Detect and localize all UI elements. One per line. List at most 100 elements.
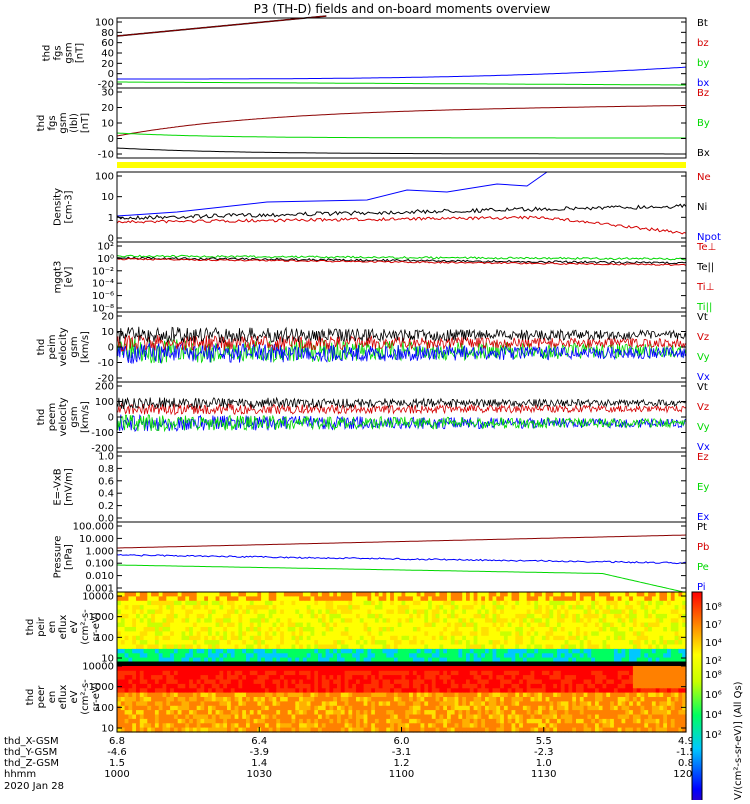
ytick-label: 0 bbox=[108, 413, 114, 424]
ylabel-line: eflux bbox=[58, 685, 69, 710]
colorbar-tick: 10⁴ bbox=[705, 638, 722, 649]
legend-Vy: Vy bbox=[697, 422, 710, 433]
ytick-label: 20 bbox=[101, 103, 114, 114]
panel-5-series bbox=[117, 327, 686, 364]
series-Pi bbox=[117, 555, 686, 564]
colorbar-tick: 10² bbox=[705, 730, 722, 741]
legend-Ni: Ni bbox=[697, 202, 707, 213]
footer-value: 6.0 bbox=[394, 736, 410, 747]
legend-Ey: Ey bbox=[697, 482, 709, 493]
ylabel-line: [nPa] bbox=[64, 544, 75, 570]
legend-by: by bbox=[697, 58, 709, 69]
panel-6-frame bbox=[117, 382, 686, 452]
colorbar bbox=[692, 592, 702, 800]
legend-Vt: Vt bbox=[697, 312, 708, 323]
ylabel-line: peir bbox=[36, 616, 47, 636]
series-Ni bbox=[117, 204, 686, 219]
series-Vt bbox=[117, 398, 686, 410]
footer-row-label: thd_Z-GSM bbox=[4, 758, 59, 769]
ylabel-line: Pressure bbox=[53, 536, 64, 579]
series-Bx bbox=[117, 148, 686, 154]
colorbar-tick: 10⁸ bbox=[705, 670, 722, 681]
panel-4: 10²10⁰10⁻²10⁻⁴10⁻⁶10⁻⁸mgqt3[eV]Te⊥Te||Ti… bbox=[53, 242, 717, 315]
ylabel-line: eV bbox=[69, 690, 80, 703]
panel-10-series bbox=[117, 662, 687, 733]
legend-Pb: Pb bbox=[697, 542, 709, 553]
ylabel-line: thd bbox=[25, 689, 36, 706]
colorbar-tick: 10⁸ bbox=[705, 602, 722, 613]
series-Bz bbox=[117, 106, 686, 137]
ytick-label: 1 bbox=[108, 213, 114, 224]
panel-2-series bbox=[117, 106, 686, 155]
footer-value: -4.6 bbox=[107, 747, 127, 758]
legend-Bt: Bt bbox=[697, 18, 708, 29]
series-By bbox=[117, 133, 686, 138]
footer-value: -2.3 bbox=[534, 747, 554, 758]
colorbar-label: [eV/(cm²-s-sr-eV)] (All Qs) bbox=[733, 681, 744, 800]
ylabel-line: peim bbox=[47, 334, 58, 359]
heatmap-top-band bbox=[117, 662, 686, 666]
legend-Te||: Te|| bbox=[696, 262, 714, 273]
ytick-label: 10⁻² bbox=[92, 266, 114, 277]
ytick-label: 100.000 bbox=[73, 522, 114, 533]
ytick-label: 10² bbox=[97, 242, 114, 253]
legend-Vz: Vz bbox=[697, 332, 709, 343]
ylabel-line: Density bbox=[53, 188, 64, 226]
ytick-label: 0.2 bbox=[98, 501, 114, 512]
footer-row-label: hhmm bbox=[4, 769, 36, 780]
ylabel-line: thd bbox=[36, 115, 47, 132]
legend-Ti⊥: Ti⊥ bbox=[696, 282, 714, 293]
legend-bz: bz bbox=[697, 38, 709, 49]
series-bx bbox=[117, 67, 686, 79]
ylabel-line: gsm bbox=[58, 112, 69, 133]
footer-value: -3.1 bbox=[392, 747, 412, 758]
footer-value: 1.0 bbox=[536, 758, 552, 769]
ylabel-line: [nT] bbox=[80, 113, 91, 133]
series-Vz bbox=[117, 404, 686, 415]
data-gap-bar bbox=[117, 162, 686, 168]
footer-value: -3.9 bbox=[249, 747, 269, 758]
ylabel-line: [eV] bbox=[64, 267, 75, 288]
footer-value: 1.5 bbox=[109, 758, 125, 769]
panel-8: 100.00010.0001.0000.1000.0100.001Pressur… bbox=[53, 522, 710, 595]
ylabel-line: (cm²-s- bbox=[80, 609, 91, 645]
ylabel-line: en bbox=[47, 621, 58, 634]
series-bz bbox=[117, 16, 326, 36]
ylabel-line: [cm-3] bbox=[64, 190, 75, 223]
legend-Vz: Vz bbox=[697, 402, 709, 413]
ytick-label: 0.6 bbox=[98, 476, 114, 487]
panel-6-series bbox=[117, 398, 686, 432]
panel-1-series bbox=[117, 16, 686, 85]
ylabel-line: mgqt3 bbox=[53, 261, 64, 294]
ylabel-line: thd bbox=[36, 409, 47, 426]
footer-value: 1000 bbox=[104, 769, 129, 780]
legend-Ne: Ne bbox=[697, 172, 711, 183]
ylabel-line: gsm bbox=[69, 406, 80, 427]
ylabel-line: thd bbox=[42, 45, 53, 62]
ytick-label: 10 bbox=[101, 327, 114, 338]
ylabel-line: velocity bbox=[58, 397, 69, 436]
ylabel-line: eV bbox=[69, 620, 80, 633]
ylabel-line: [mV/m] bbox=[64, 468, 75, 506]
series-Pb bbox=[117, 535, 686, 548]
ytick-label: 10000 bbox=[82, 592, 114, 603]
ylabel-line: E=-VxB bbox=[53, 468, 64, 505]
legend-Te⊥: Te⊥ bbox=[696, 242, 716, 253]
series-by bbox=[117, 82, 686, 85]
ylabel-line: [nT] bbox=[75, 43, 86, 63]
ylabel-line: (lbl) bbox=[69, 113, 80, 133]
legend-Vy: Vy bbox=[697, 352, 710, 363]
footer-value: 1100 bbox=[389, 769, 414, 780]
ylabel-line: thd bbox=[36, 339, 47, 356]
footer-value: 5.5 bbox=[536, 736, 552, 747]
panel-8-series bbox=[117, 535, 686, 593]
figure-title: P3 (TH-D) fields and on-board moments ov… bbox=[254, 2, 551, 16]
panel-2-frame bbox=[117, 88, 686, 158]
